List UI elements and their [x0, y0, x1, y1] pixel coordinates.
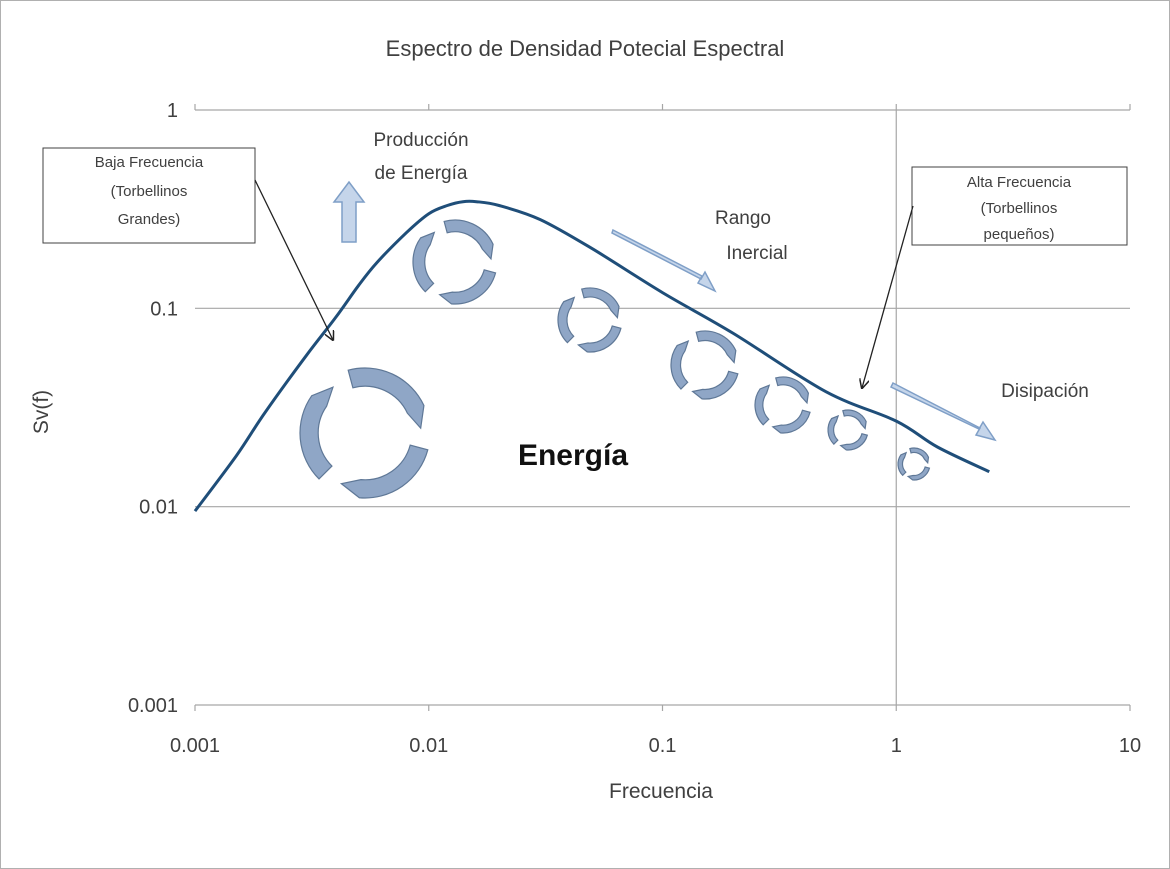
x-axis-label: Frecuencia	[609, 780, 713, 803]
eddy-segment	[906, 466, 931, 481]
callout-baja-line-1: Baja Frecuencia	[95, 154, 204, 171]
y-axis-label: Sv(f)	[30, 390, 53, 434]
annotation-disipacion: Disipación	[1001, 381, 1089, 402]
y-tick-labels: 0.001 0.01 0.1 1	[128, 100, 178, 717]
eddy-segment	[695, 330, 737, 364]
eddy-icon-2	[557, 287, 622, 353]
eddy-segment	[827, 414, 840, 445]
eddy-segment	[443, 219, 494, 261]
callout-baja-frecuencia: Baja Frecuencia (Torbellinos Grandes)	[42, 147, 256, 244]
energy-production-arrow	[332, 180, 366, 243]
x-tick-label-0: 0.001	[170, 735, 220, 757]
x-tick-label-4: 10	[1119, 735, 1141, 757]
eddy-segment	[754, 384, 771, 426]
callout-baja-line-2: (Torbellinos	[111, 183, 188, 200]
callout-alta-line-3: pequeños)	[984, 226, 1055, 243]
annotation-rango-1: Rango	[715, 208, 771, 229]
eddy-icon-0	[299, 367, 429, 499]
y-tick-label-0: 0.001	[128, 695, 178, 717]
y-tick-label-3: 1	[167, 100, 178, 122]
y-tick-label-2: 0.1	[150, 298, 178, 320]
eddy-icon-6	[897, 447, 931, 481]
eddy-segment	[691, 370, 739, 400]
annotation-produccion-2: de Energía	[375, 163, 468, 184]
x-tick-label-3: 1	[891, 735, 902, 757]
inertial-range-arrow	[611, 228, 717, 293]
eddy-segment	[576, 325, 622, 353]
eddy-segment	[438, 269, 497, 305]
eddy-icon-1	[412, 219, 497, 305]
eddy-segment	[842, 409, 867, 430]
x-tick-labels: 0.001 0.01 0.1 1 10	[170, 735, 1141, 757]
annotation-produccion-1: Producción	[373, 130, 468, 151]
x-tick-label-1: 0.01	[409, 735, 448, 757]
eddy-segment	[839, 432, 869, 451]
eddy-segment	[339, 444, 429, 499]
block-arrows	[332, 180, 997, 442]
callout-alta-frecuencia: Alta Frecuencia (Torbellinos pequeños)	[911, 166, 1128, 246]
eddy-icon-4	[754, 376, 811, 434]
callout-baja-line-3: Grandes)	[118, 211, 181, 228]
chart-title: Espectro de Densidad Potecial Espectral	[386, 36, 785, 61]
dissipation-arrow	[889, 381, 997, 442]
eddy-segment	[580, 287, 620, 319]
eddy-segment	[670, 339, 690, 390]
eddy-segment	[557, 296, 576, 344]
eddy-icon-3	[670, 330, 739, 400]
x-tick-label-2: 0.1	[649, 735, 677, 757]
eddy-segment	[299, 386, 334, 480]
gridlines	[194, 104, 1131, 711]
eddy-decorations	[299, 219, 931, 499]
eddy-segment	[775, 376, 809, 405]
annotation-rango-2: Inercial	[726, 243, 787, 264]
callout-alta-line-2: (Torbellinos	[981, 200, 1058, 217]
eddy-segment	[347, 367, 425, 430]
spectrum-curve	[193, 199, 990, 513]
eddy-icon-5	[827, 409, 869, 451]
eddy-segment	[412, 231, 436, 293]
callout-baja-pointer	[254, 179, 333, 340]
callout-alta-pointer	[862, 205, 914, 388]
eddy-segment	[897, 451, 908, 477]
eddy-segment	[771, 409, 811, 434]
y-tick-label-1: 0.01	[139, 497, 178, 519]
annotation-energia: Energía	[518, 439, 628, 472]
callout-alta-line-1: Alta Frecuencia	[967, 174, 1072, 191]
eddy-segment	[909, 447, 930, 465]
